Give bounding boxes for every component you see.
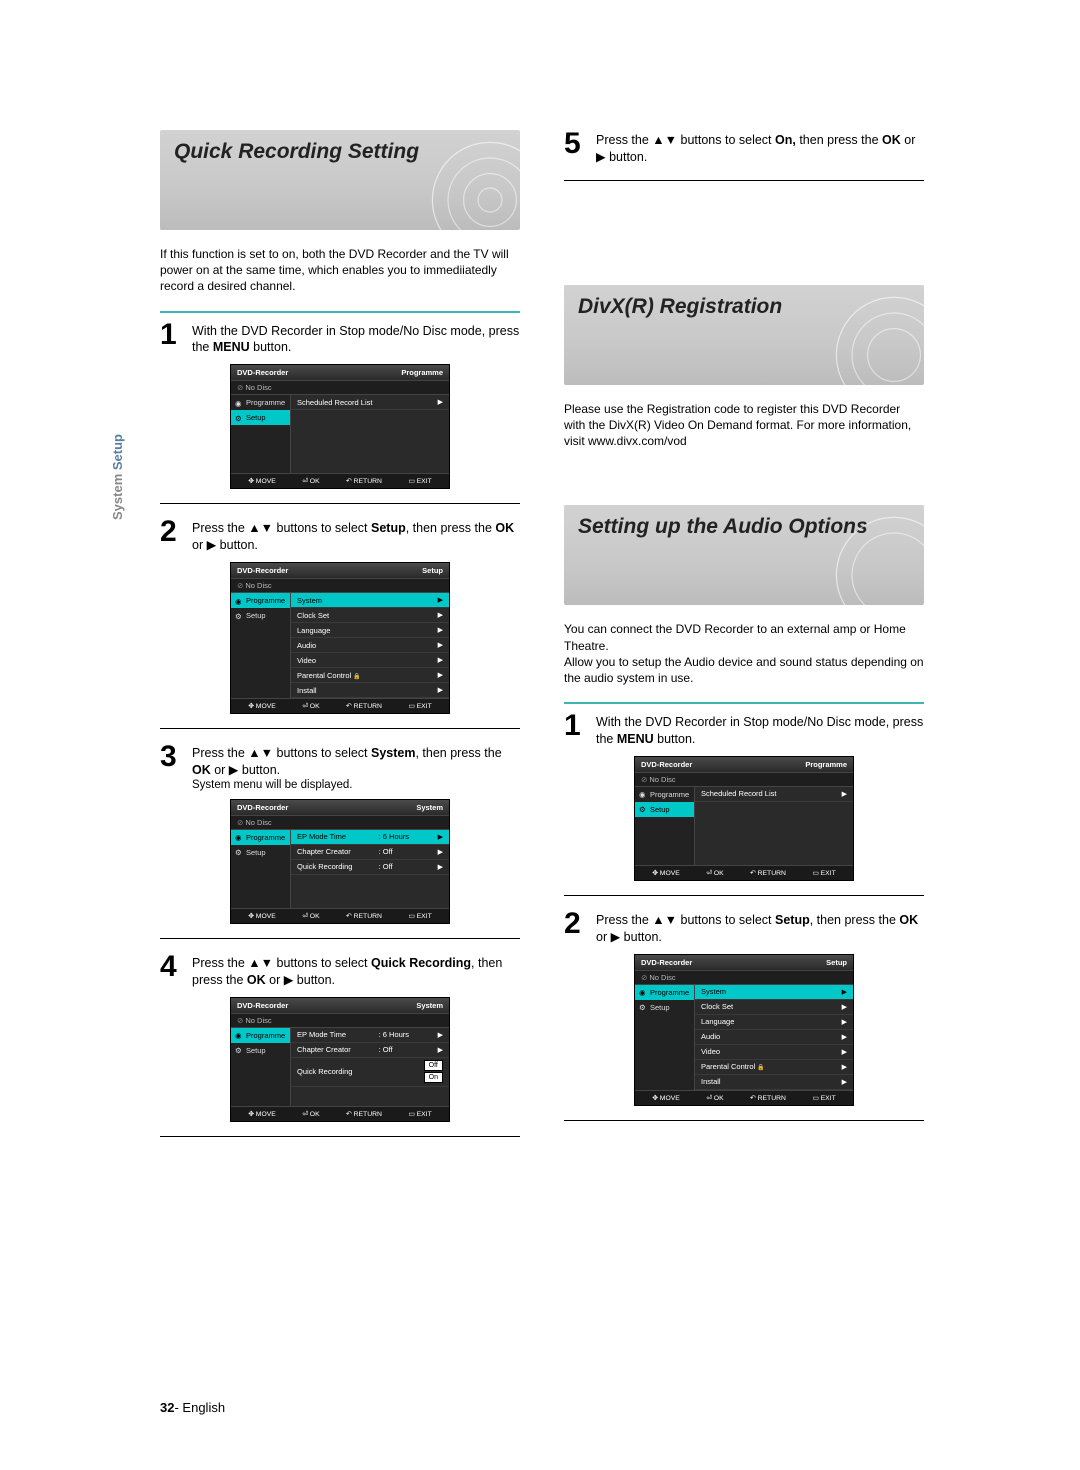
section-header-divx: DivX(R) Registration [564,285,924,385]
section-intro: If this function is set to on, both the … [160,246,520,295]
step-text: Press the ▲▼ buttons to select Quick Rec… [192,953,520,989]
divider [564,895,924,896]
divider [564,180,924,181]
step-text: With the DVD Recorder in Stop mode/No Di… [596,712,924,748]
step-subtext: System menu will be displayed. [192,779,520,791]
step-4: 4 Press the ▲▼ buttons to select Quick R… [160,953,520,989]
divider [160,1136,520,1137]
osd-screen-2: DVD-RecorderSetup No Disc ◉Programme ⚙Se… [230,562,450,714]
osd-screen-c1: DVD-RecorderProgramme No Disc ◉Programme… [634,756,854,881]
osd-screen-3: DVD-RecorderSystem No Disc ◉Programme ⚙S… [230,799,450,924]
osd-screen-4: DVD-RecorderSystem No Disc ◉Programme ⚙S… [230,997,450,1122]
step-5: 5 Press the ▲▼ buttons to select On, the… [564,130,924,166]
step-text: Press the ▲▼ buttons to select On, then … [596,130,924,166]
step-text: Press the ▲▼ buttons to select Setup, th… [596,910,924,946]
osd-screen-c2: DVD-RecorderSetup No Disc ◉Programme ⚙Se… [634,954,854,1106]
page-content: Quick Recording Setting If this function… [160,130,930,1151]
step-text: Press the ▲▼ buttons to select Setup, th… [192,518,520,554]
sidebar-highlight: Setup [110,434,125,470]
step-2: 2 Press the ▲▼ buttons to select Setup, … [160,518,520,554]
step-text: With the DVD Recorder in Stop mode/No Di… [192,321,520,357]
section-header-quick-recording: Quick Recording Setting [160,130,520,230]
sidebar-section-label: System Setup [110,434,125,520]
step-number: 1 [564,712,588,748]
page-lang: English [182,1400,225,1415]
section-intro: You can connect the DVD Recorder to an e… [564,621,924,686]
step-c1: 1 With the DVD Recorder in Stop mode/No … [564,712,924,748]
divider [564,1120,924,1121]
step-number: 1 [160,321,184,357]
right-column: 5 Press the ▲▼ buttons to select On, the… [564,130,924,1151]
step-number: 3 [160,743,184,791]
step-number: 2 [160,518,184,554]
osd-screen-1: DVD-RecorderProgramme No Disc ◉Programme… [230,364,450,489]
section-intro: Please use the Registration code to regi… [564,401,924,450]
sidebar-prefix: System [110,470,125,520]
disc-decor-icon [834,295,924,385]
step-3: 3 Press the ▲▼ buttons to select System,… [160,743,520,791]
divider [160,728,520,729]
divider [160,311,520,313]
disc-decor-icon [834,515,924,605]
page-number: 32 [160,1400,174,1415]
step-1: 1 With the DVD Recorder in Stop mode/No … [160,321,520,357]
section-header-audio: Setting up the Audio Options [564,505,924,605]
step-number: 5 [564,130,588,166]
divider [160,938,520,939]
step-number: 4 [160,953,184,989]
page-footer: 32- English [160,1400,225,1415]
left-column: Quick Recording Setting If this function… [160,130,520,1151]
step-text: Press the ▲▼ buttons to select System, t… [192,743,520,779]
step-c2: 2 Press the ▲▼ buttons to select Setup, … [564,910,924,946]
disc-decor-icon [430,140,520,230]
divider [564,702,924,704]
divider [160,503,520,504]
step-number: 2 [564,910,588,946]
